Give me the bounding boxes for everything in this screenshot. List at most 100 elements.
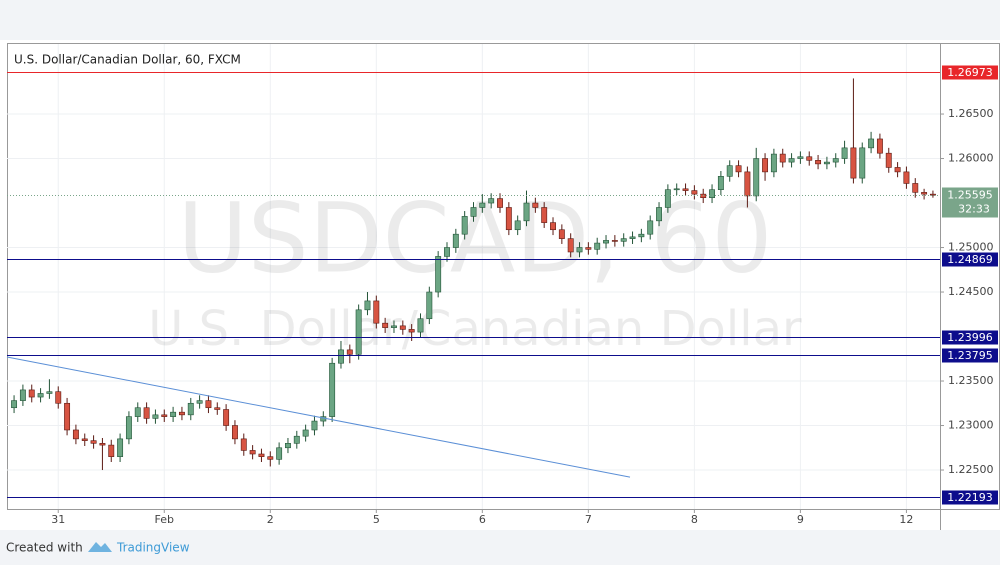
- x-tick-label: 5: [373, 513, 380, 526]
- candle-body: [505, 207, 512, 231]
- level-label: 1.24869: [947, 253, 993, 266]
- candle-body: [488, 198, 495, 204]
- candle-body: [894, 167, 901, 173]
- y-tick-label: 1.24500: [948, 285, 994, 298]
- candle-body: [364, 300, 371, 311]
- candle-body: [541, 207, 548, 223]
- x-tick-label: 31: [51, 513, 65, 526]
- candle-body: [391, 325, 397, 328]
- candle-body: [929, 193, 936, 196]
- y-tick-label: 1.23500: [948, 374, 994, 387]
- x-tick-label: 12: [899, 513, 913, 526]
- candle-body: [603, 240, 609, 244]
- level-label-box: [942, 348, 998, 363]
- candle-body: [497, 198, 503, 208]
- candle-body: [770, 153, 777, 173]
- candle-body: [744, 171, 751, 197]
- candle-body: [461, 216, 468, 235]
- trendline: [6, 356, 631, 478]
- candle-body: [868, 138, 875, 149]
- candle-body: [885, 152, 892, 168]
- footer-text: Created with: [6, 541, 83, 555]
- candle-body: [382, 322, 389, 328]
- candle-body: [28, 389, 35, 398]
- candle-body: [231, 425, 238, 440]
- candle-body: [249, 450, 256, 455]
- candle-body: [726, 165, 733, 177]
- candle-body: [293, 435, 300, 444]
- candle-body: [178, 411, 185, 416]
- candle-body: [117, 438, 124, 457]
- candle-body: [815, 160, 822, 165]
- candle-body: [11, 400, 18, 409]
- top-bar: [0, 0, 1000, 40]
- y-tick-label: 1.25000: [948, 241, 994, 254]
- candle-body: [859, 147, 866, 179]
- candle-body: [196, 400, 203, 404]
- candle-body: [452, 233, 459, 248]
- candle-body: [779, 153, 786, 163]
- x-tick-label: Feb: [155, 513, 174, 526]
- candle-body: [788, 158, 795, 163]
- tradingview-logo: [88, 542, 112, 552]
- candle-body: [841, 147, 848, 159]
- candle-body: [638, 233, 645, 238]
- x-tick-label: 6: [479, 513, 486, 526]
- candle-body: [258, 453, 265, 457]
- candle-body: [594, 242, 601, 250]
- candle-body: [302, 429, 309, 437]
- candle-body: [762, 158, 769, 173]
- candle-body: [629, 236, 636, 239]
- candle-body: [426, 291, 433, 320]
- candle-body: [912, 183, 919, 193]
- candle-body: [205, 400, 212, 409]
- level-label: 1.22193: [947, 491, 993, 504]
- level-label-box: [942, 252, 998, 267]
- candle-body: [620, 238, 627, 242]
- candle-body: [523, 202, 530, 222]
- candle-body: [408, 329, 415, 333]
- chart-frame: [7, 43, 1000, 510]
- candle-body: [435, 256, 442, 293]
- candle-body: [37, 393, 44, 398]
- candle-body: [479, 202, 486, 208]
- candle-body: [19, 389, 26, 401]
- candle-body: [876, 138, 883, 154]
- candle-body: [46, 391, 53, 394]
- candle-body: [903, 171, 910, 184]
- y-tick-label: 1.22500: [948, 463, 994, 476]
- candle-body: [832, 158, 839, 163]
- candle-body: [664, 189, 671, 208]
- candle-body: [682, 188, 689, 191]
- candle-body: [921, 192, 928, 195]
- candle-body: [585, 247, 592, 250]
- last-price-label: 1.25595: [947, 189, 993, 202]
- x-tick-label: 7: [585, 513, 592, 526]
- candle-body: [576, 247, 583, 253]
- level-label: 1.26973: [947, 66, 993, 79]
- candle-body: [311, 420, 318, 431]
- candle-body: [656, 207, 662, 222]
- candle-body: [567, 238, 574, 253]
- candle-body: [611, 240, 618, 242]
- countdown: 32:33: [958, 203, 990, 216]
- candle-body: [267, 456, 274, 460]
- candle-body: [108, 444, 115, 457]
- candle-body: [797, 156, 804, 159]
- candle-body: [134, 407, 141, 417]
- candle-body: [81, 438, 88, 441]
- candle-body: [850, 147, 857, 179]
- x-tick-label: 8: [691, 513, 698, 526]
- candle-body: [417, 318, 424, 333]
- watermark: USDCAD, 60: [178, 182, 773, 294]
- level-label: 1.23996: [947, 331, 993, 344]
- last-price-box: [942, 187, 998, 218]
- candle-body: [276, 447, 283, 460]
- candle-body: [558, 229, 565, 239]
- footer-brand[interactable]: TradingView: [116, 541, 190, 555]
- candle-body: [346, 349, 353, 355]
- level-label-box: [942, 490, 998, 505]
- candle-body: [55, 391, 62, 404]
